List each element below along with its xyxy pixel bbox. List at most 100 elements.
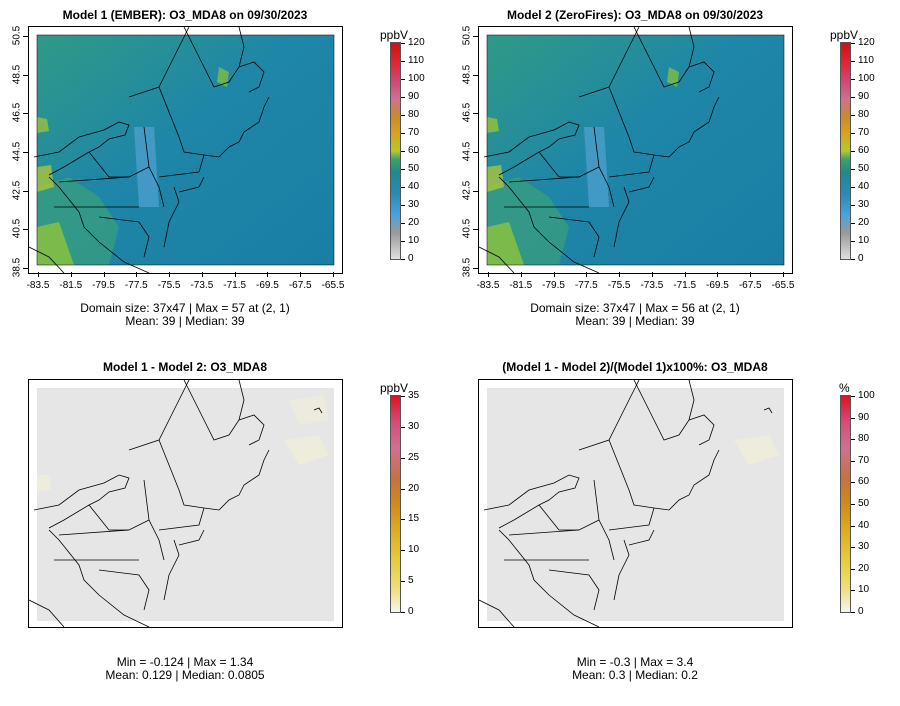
colorbar-label: 40	[858, 519, 870, 531]
colorbar-tick	[401, 205, 405, 206]
panel3-caption: Min = -0.124 | Max = 1.34 Mean: 0.129 | …	[20, 656, 350, 682]
y-tick-label: 40.5	[461, 219, 473, 239]
y-tick-label: 40.5	[11, 219, 23, 239]
colorbar-tick	[851, 396, 855, 397]
x-tick-label: -75.5	[157, 280, 181, 291]
colorbar-label: 60	[858, 476, 870, 488]
colorbar-tick	[401, 97, 405, 98]
x-axis-tick	[717, 272, 719, 277]
y-axis-tick	[23, 152, 28, 153]
colorbar-tick	[401, 61, 405, 62]
colorbar-label: 80	[408, 109, 420, 120]
panel1-title: Model 1 (EMBER): O3_MDA8 on 09/30/2023	[62, 8, 308, 22]
panel1-caption-line2: Mean: 39 | Median: 39	[125, 314, 245, 328]
x-axis-tick	[488, 272, 489, 277]
colorbar-label: 10	[858, 584, 870, 596]
colorbar-label: 30	[408, 199, 420, 210]
colorbar-tick	[851, 151, 855, 152]
colorbar-label: 90	[408, 91, 420, 102]
colorbar-tick	[401, 187, 405, 188]
x-axis-tick	[520, 272, 522, 277]
colorbar-tick	[401, 396, 405, 397]
x-axis-tick	[553, 272, 555, 277]
colorbar-label: 10	[408, 544, 420, 556]
x-tick-label: -77.5	[124, 280, 148, 291]
x-tick-label: -75.5	[607, 280, 631, 291]
y-axis-tick	[473, 113, 478, 115]
x-tick-label: -73.5	[640, 280, 664, 291]
x-axis-tick	[651, 272, 653, 277]
colorbar-label: 110	[858, 55, 874, 66]
panel3-title: Model 1 - Model 2: O3_MDA8	[102, 360, 268, 374]
colorbar-label: 100	[408, 73, 425, 84]
colorbar-label: 35	[408, 390, 420, 401]
colorbar-tick	[851, 590, 855, 592]
colorbar-tick	[401, 550, 405, 552]
colorbar-label: 30	[858, 541, 870, 553]
colorbar-tick	[401, 223, 405, 224]
panel3-map	[28, 379, 343, 628]
colorbar-tick	[851, 612, 855, 613]
x-tick-label: -77.5	[574, 280, 598, 291]
x-tick-label: -73.5	[190, 280, 214, 291]
y-axis-tick	[473, 74, 478, 76]
colorbar-tick	[851, 187, 855, 188]
colorbar-label: 20	[408, 217, 420, 228]
colorbar-tick	[401, 457, 405, 459]
y-axis-tick	[473, 190, 478, 192]
colorbar-tick	[401, 488, 405, 490]
panel4-caption-line2: Mean: 0.3 | Median: 0.2	[572, 668, 698, 682]
colorbar-label: 120	[858, 37, 875, 48]
panel2-colorbar	[840, 42, 851, 260]
x-tick-label: -69.5	[706, 280, 729, 291]
colorbar-tick	[401, 581, 405, 583]
panel1-map-svg	[29, 27, 335, 273]
panel2-map-svg	[479, 27, 785, 273]
panel4-map-svg	[479, 380, 784, 627]
colorbar-label: 50	[858, 163, 870, 174]
colorbar-label: 5	[408, 575, 414, 587]
y-tick-label: 44.5	[11, 141, 23, 162]
x-tick-label: -81.5	[59, 280, 83, 291]
x-axis-tick	[783, 272, 784, 277]
x-tick-label: -67.5	[738, 280, 762, 291]
x-axis-tick	[70, 272, 72, 277]
colorbar-label: 60	[858, 145, 870, 156]
colorbar-tick	[851, 460, 855, 462]
x-axis-tick	[267, 272, 269, 277]
panel2-caption-line1: Domain size: 37x47 | Max = 56 at (2, 1)	[530, 301, 740, 315]
colorbar-label: 25	[408, 451, 420, 463]
colorbar-label: 40	[408, 181, 420, 192]
colorbar-label: 0	[408, 606, 414, 617]
x-tick-label: -79.5	[92, 280, 115, 291]
x-tick-label: -83.5	[26, 280, 50, 291]
y-tick-label: 48.5	[461, 64, 473, 84]
colorbar-label: 20	[858, 562, 870, 574]
colorbar-label: 50	[408, 163, 420, 174]
colorbar-tick	[851, 504, 855, 505]
colorbar-tick	[851, 417, 855, 419]
colorbar-tick	[401, 133, 405, 134]
x-axis-tick	[234, 272, 236, 277]
colorbar-tick	[401, 241, 405, 242]
y-axis-tick	[473, 229, 478, 231]
y-tick-label: 50.5	[11, 25, 23, 46]
colorbar-label: 40	[858, 181, 870, 192]
panel3-caption-line2: Mean: 0.129 | Median: 0.0805	[105, 668, 265, 682]
panel4-caption-line1: Min = -0.3 | Max = 3.4	[576, 655, 694, 669]
colorbar-label: 20	[408, 482, 420, 494]
panel2-units: ppbV	[830, 28, 859, 42]
panel4-title: (Model 1 - Model 2)/(Model 1)x100%: O3_M…	[502, 360, 768, 374]
panel3-field	[37, 388, 334, 621]
x-tick-label: -69.5	[256, 280, 279, 291]
colorbar-label: 30	[408, 420, 420, 432]
panel1-map	[28, 26, 343, 274]
colorbar-label: 0	[858, 253, 864, 264]
colorbar-tick	[851, 205, 855, 206]
y-axis-tick	[23, 268, 28, 269]
colorbar-tick	[851, 568, 855, 570]
colorbar-tick	[851, 547, 855, 549]
colorbar-tick	[851, 115, 855, 116]
colorbar-tick	[401, 612, 405, 613]
colorbar-label: 70	[858, 454, 870, 466]
